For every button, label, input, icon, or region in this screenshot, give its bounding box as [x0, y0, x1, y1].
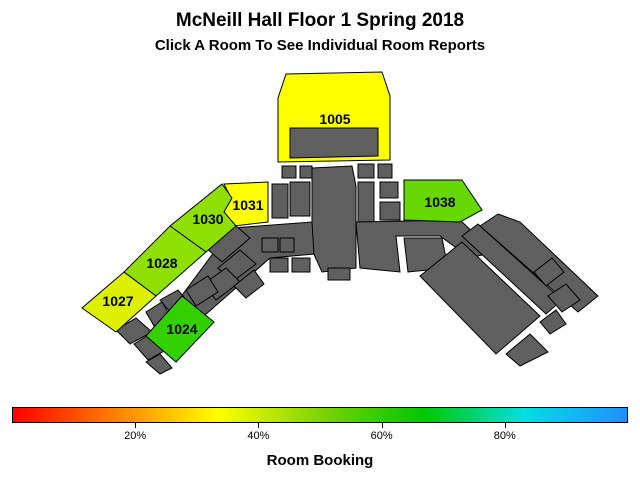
- room-1038-label: 1038: [424, 194, 455, 210]
- building-structure: [115, 163, 599, 375]
- room-1024-label: 1024: [166, 321, 197, 337]
- room-1024[interactable]: 1024: [145, 295, 215, 363]
- legend-tick: [381, 423, 383, 428]
- legend-tick-label: 20%: [124, 430, 147, 442]
- legend-tick: [258, 423, 260, 428]
- room-1005[interactable]: 1005: [277, 71, 391, 163]
- room-1027[interactable]: 1027: [81, 271, 157, 333]
- page-title: McNeill Hall Floor 1 Spring 2018: [175, 10, 465, 31]
- room-1024-shape[interactable]: [145, 295, 215, 363]
- room-1027-shape[interactable]: [81, 271, 157, 333]
- legend-tick: [135, 423, 137, 428]
- legend-tick: [504, 423, 506, 428]
- legend-tick-label: 40%: [247, 430, 270, 442]
- room-1027-label: 1027: [102, 293, 133, 309]
- legend-title: Room Booking: [266, 452, 374, 469]
- legend-tick-label: 60%: [370, 430, 393, 442]
- room-1038-shape[interactable]: [403, 179, 483, 223]
- room-1005-label: 1005: [319, 111, 350, 127]
- floor-plan-map: 1005 1031 1030 1028 1027 1024 1038: [81, 71, 599, 375]
- room-1030-label: 1030: [192, 211, 223, 227]
- room-1031-label: 1031: [232, 197, 263, 213]
- page-subtitle: Click A Room To See Individual Room Repo…: [154, 37, 486, 54]
- room-1038[interactable]: 1038: [403, 179, 483, 223]
- legend-tick-label: 80%: [493, 430, 516, 442]
- room-1028-label: 1028: [146, 255, 177, 271]
- room-1005-inner-block: [289, 127, 379, 159]
- room-1030[interactable]: 1030: [169, 183, 237, 253]
- legend-color-bar: [12, 407, 628, 423]
